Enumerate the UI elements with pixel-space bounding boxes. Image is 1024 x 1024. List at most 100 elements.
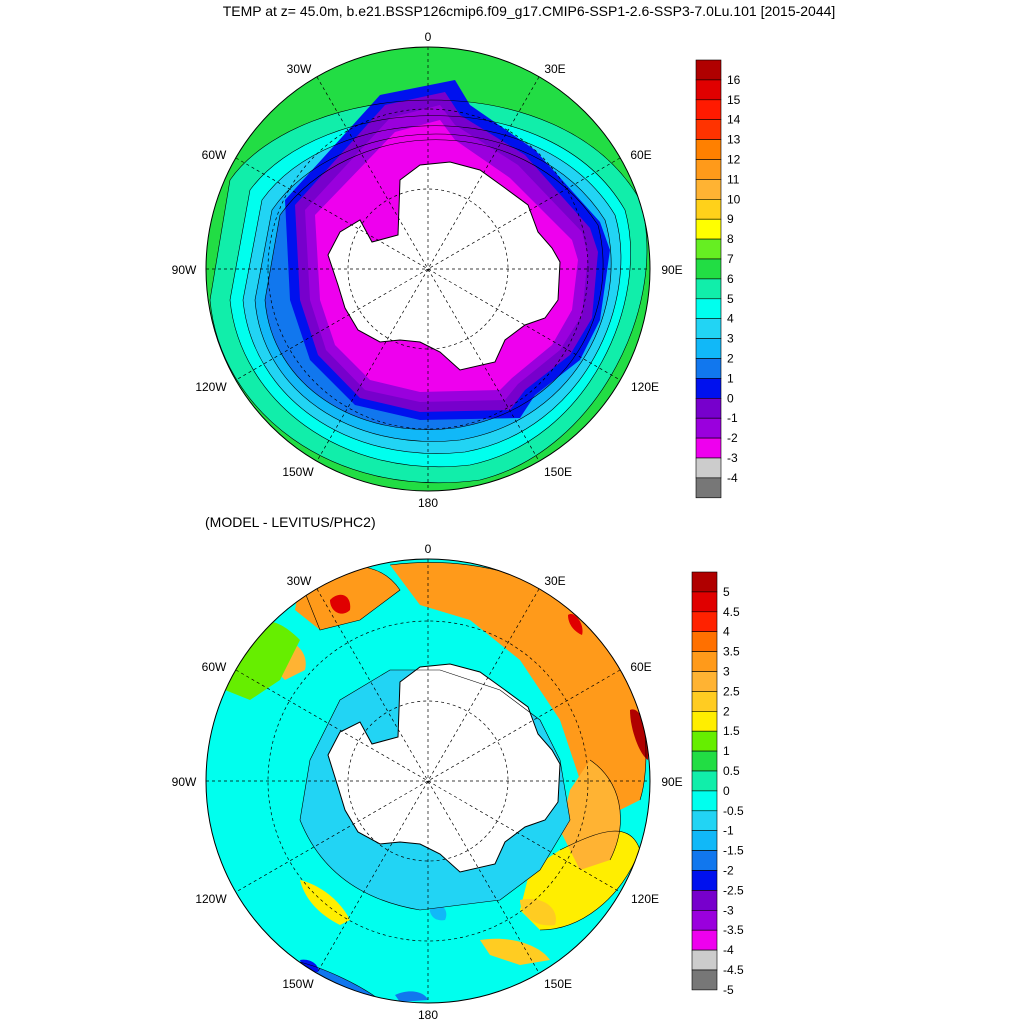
colorbar-swatch bbox=[691, 790, 718, 812]
colorbar-tick-label: 6 bbox=[727, 272, 734, 286]
colorbar-tick-label: -2.5 bbox=[723, 883, 744, 897]
colorbar-swatch bbox=[691, 611, 718, 632]
colorbar-tick-label: 7 bbox=[727, 252, 734, 266]
lon-label-bottom: 120W bbox=[195, 892, 227, 906]
colorbar-swatch bbox=[695, 417, 722, 439]
lon-label-top: 30E bbox=[544, 62, 565, 76]
colorbar-tick-label: 4 bbox=[723, 625, 730, 639]
colorbar-swatch bbox=[691, 631, 718, 652]
lon-label-bottom: 0 bbox=[425, 542, 432, 556]
colorbar-swatch bbox=[691, 710, 718, 732]
figure-subtitle: (MODEL - LEVITUS/PHC2) bbox=[205, 514, 376, 530]
colorbar-tick-label: -4.5 bbox=[723, 963, 744, 977]
map-bottom-field bbox=[206, 559, 650, 1003]
lon-label-top: 60E bbox=[630, 148, 651, 162]
lon-label-top: 90W bbox=[172, 263, 197, 277]
lon-label-top: 150E bbox=[544, 465, 572, 479]
colorbar-tick-label: -1 bbox=[727, 411, 738, 425]
colorbar-tick-label: 12 bbox=[727, 153, 741, 167]
lon-label-top: 30W bbox=[287, 62, 312, 76]
map-bottom-lon-labels: 0 30E 60E 90E 120E 150E 180 150W 120W 90… bbox=[172, 542, 683, 1022]
colorbar-tick-label: 1 bbox=[723, 744, 730, 758]
lon-label-bottom: 120E bbox=[631, 892, 659, 906]
colorbar-tick-label: 4.5 bbox=[723, 605, 740, 619]
colorbar-swatch bbox=[695, 358, 722, 379]
colorbar-swatch bbox=[691, 949, 718, 971]
colorbar-tick-label: -3 bbox=[727, 451, 738, 465]
lon-label-top: 60W bbox=[202, 148, 227, 162]
lon-label-top: 120W bbox=[195, 380, 227, 394]
colorbar-swatch bbox=[691, 890, 718, 911]
map-top-field bbox=[206, 47, 650, 491]
colorbar-swatch bbox=[691, 691, 718, 712]
colorbar-swatch bbox=[691, 591, 718, 613]
colorbar-swatch bbox=[691, 969, 718, 991]
colorbar-bottom: 5 4.5 4 3.5 3 2.5 2 1.5 1 0.5 0 -0.5 -1 -1.5 -2 -2.5 -3 -… bbox=[691, 571, 744, 997]
colorbar-tick-label: 3 bbox=[723, 665, 730, 679]
colorbar-swatch bbox=[691, 571, 718, 593]
lon-label-bottom: 150W bbox=[282, 977, 314, 991]
lon-label-bottom: 30W bbox=[287, 574, 312, 588]
colorbar-swatch bbox=[691, 770, 718, 792]
colorbar-tick-label: 8 bbox=[727, 232, 734, 246]
colorbar-tick-label: 0.5 bbox=[723, 764, 740, 778]
colorbar-tick-label: -4 bbox=[727, 471, 738, 485]
colorbar-swatch bbox=[691, 850, 718, 871]
lon-label-bottom: 180 bbox=[418, 1008, 438, 1022]
colorbar-tick-label: 0 bbox=[723, 784, 730, 798]
colorbar-swatch bbox=[691, 730, 718, 752]
map-top: 0 30E 60E 90E 120E 150E 180 150W 120W 90… bbox=[172, 30, 741, 510]
colorbar-swatch bbox=[695, 318, 722, 339]
colorbar-tick-label: -5 bbox=[723, 983, 734, 997]
colorbar-swatch bbox=[691, 870, 718, 891]
colorbar-tick-label: 15 bbox=[727, 93, 741, 107]
lon-label-top: 0 bbox=[425, 30, 432, 44]
map-top-lon-labels: 0 30E 60E 90E 120E 150E 180 150W 120W 90… bbox=[172, 30, 683, 510]
colorbar-tick-label: -1.5 bbox=[723, 844, 744, 858]
colorbar-swatch bbox=[695, 99, 722, 121]
colorbar-swatch bbox=[695, 199, 722, 220]
colorbar-tick-label: 5 bbox=[727, 292, 734, 306]
colorbar-swatch bbox=[695, 278, 722, 300]
lon-label-bottom: 90E bbox=[661, 775, 682, 789]
colorbar-swatch bbox=[695, 477, 722, 499]
colorbar-tick-label: -3 bbox=[723, 903, 734, 917]
colorbar-swatch bbox=[695, 258, 722, 280]
lon-label-top: 180 bbox=[418, 496, 438, 510]
map-bottom: 0 30E 60E 90E 120E 150E 180 150W 120W 90… bbox=[172, 542, 744, 1022]
colorbar-swatch bbox=[695, 139, 722, 160]
colorbar-tick-label: 16 bbox=[727, 73, 741, 87]
colorbar-tick-label: -4 bbox=[723, 943, 734, 957]
lon-label-bottom: 60E bbox=[630, 660, 651, 674]
colorbar-tick-label: 4 bbox=[727, 312, 734, 326]
colorbar-swatch bbox=[691, 750, 718, 772]
colorbar-tick-label: 5 bbox=[723, 585, 730, 599]
colorbar-tick-label: 9 bbox=[727, 212, 734, 226]
lon-label-bottom: 150E bbox=[544, 977, 572, 991]
colorbar-tick-label: -2 bbox=[727, 431, 738, 445]
colorbar-swatch bbox=[695, 378, 722, 399]
colorbar-tick-label: 0 bbox=[727, 391, 734, 405]
colorbar-tick-label: -0.5 bbox=[723, 804, 744, 818]
colorbar-swatch bbox=[695, 179, 722, 200]
colorbar-tick-label: 14 bbox=[727, 113, 741, 127]
colorbar-tick-label: 10 bbox=[727, 192, 741, 206]
colorbar-swatch bbox=[695, 298, 722, 319]
colorbar-swatch bbox=[695, 59, 722, 81]
colorbar-tick-label: -2 bbox=[723, 864, 734, 878]
figure-title: TEMP at z= 45.0m, b.e21.BSSP126cmip6.f09… bbox=[223, 3, 836, 19]
colorbar-swatch bbox=[695, 119, 722, 140]
colorbar-swatch bbox=[691, 671, 718, 692]
colorbar-swatch bbox=[695, 79, 722, 101]
lon-label-bottom: 60W bbox=[202, 660, 227, 674]
colorbar-swatch bbox=[695, 218, 722, 240]
colorbar-swatch bbox=[695, 238, 722, 260]
colorbar-swatch bbox=[691, 909, 718, 931]
colorbar-tick-label: 13 bbox=[727, 133, 741, 147]
colorbar-tick-label: 2 bbox=[727, 352, 734, 366]
colorbar-swatch bbox=[691, 929, 718, 951]
colorbar-tick-label: 1 bbox=[727, 371, 734, 385]
colorbar-swatch bbox=[695, 397, 722, 419]
